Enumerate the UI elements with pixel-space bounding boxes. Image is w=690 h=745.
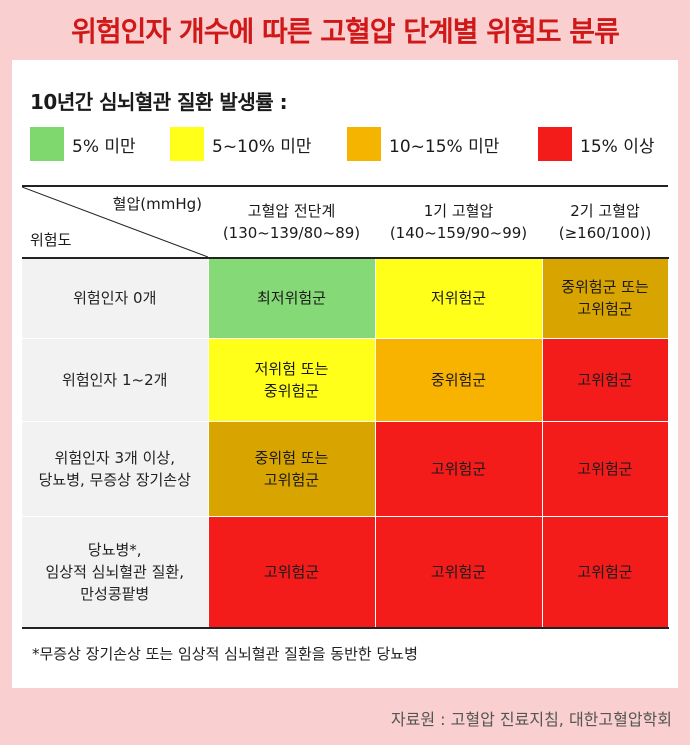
risk-label: 저위험군 bbox=[430, 289, 487, 308]
row-header-line: 당뇨병*, bbox=[87, 540, 142, 559]
legend-title: 10년간 심뇌혈관 질환 발생률 : bbox=[30, 90, 288, 114]
row-header-line: 위험인자 0개 bbox=[73, 289, 157, 308]
legend-swatch-red bbox=[538, 127, 572, 161]
legend-swatch-green bbox=[30, 127, 64, 161]
legend-swatch-yellow bbox=[170, 127, 204, 161]
risk-label: 고위험군 bbox=[430, 562, 487, 581]
corner-bottom-label: 위험도 bbox=[30, 231, 72, 249]
row-header: 위험인자 1~2개 bbox=[22, 338, 209, 422]
risk-cell: 고위험군 bbox=[542, 338, 669, 422]
column-header: 1기 고혈압 (140~159/90~99) bbox=[375, 185, 542, 259]
corner-top-label: 혈압(mmHg) bbox=[112, 195, 202, 213]
column-range: (140~159/90~99) bbox=[389, 224, 528, 242]
legend-swatch-orange bbox=[347, 127, 381, 161]
footnote: *무증상 장기손상 또는 임상적 심뇌혈관 질환을 동반한 당뇨병 bbox=[32, 645, 418, 663]
risk-label: 고위험군 bbox=[577, 300, 633, 319]
column-name: 2기 고혈압 bbox=[570, 202, 640, 220]
row-header-line: 만성콩팥병 bbox=[80, 584, 150, 603]
row-header: 당뇨병*, 임상적 심뇌혈관 질환, 만성콩팥병 bbox=[22, 516, 209, 629]
table-row: 위험인자 1~2개 저위험 또는 중위험군 중위험군 고위험군 bbox=[22, 338, 669, 422]
table-row: 위험인자 3개 이상, 당뇨병, 무증상 장기손상 중위험 또는 고위험군 고위… bbox=[22, 421, 669, 517]
legend: 5% 미만 5~10% 미만 10~15% 미만 15% 이상 bbox=[30, 127, 670, 161]
risk-label: 고위험군 bbox=[577, 370, 633, 389]
risk-label: 최저위험군 bbox=[256, 289, 326, 308]
risk-cell: 고위험군 bbox=[375, 421, 543, 517]
row-header: 위험인자 0개 bbox=[22, 258, 209, 339]
row-header-line: 당뇨병, 무증상 장기손상 bbox=[38, 470, 191, 489]
risk-label: 중위험군 bbox=[430, 370, 487, 389]
risk-table: 혈압(mmHg) 위험도 고혈압 전단계 (130~139/80~89) 1기 … bbox=[22, 185, 669, 629]
risk-label: 고위험군 bbox=[577, 562, 633, 581]
table-header-row: 혈압(mmHg) 위험도 고혈압 전단계 (130~139/80~89) 1기 … bbox=[22, 185, 668, 259]
risk-cell: 저위험 또는 중위험군 bbox=[208, 338, 376, 422]
table-row: 당뇨병*, 임상적 심뇌혈관 질환, 만성콩팥병 고위험군 고위험군 고위험군 bbox=[22, 516, 669, 629]
risk-label: 고위험군 bbox=[430, 459, 487, 478]
risk-cell: 고위험군 bbox=[542, 516, 669, 629]
risk-label: 저위험 또는 bbox=[254, 359, 329, 378]
column-range: (130~139/80~89) bbox=[222, 224, 361, 242]
table-row: 위험인자 0개 최저위험군 저위험군 중위험군 또는 고위험군 bbox=[22, 258, 669, 339]
risk-cell: 저위험군 bbox=[375, 258, 543, 339]
row-header-line: 임상적 심뇌혈관 질환, bbox=[45, 562, 184, 581]
risk-cell: 최저위험군 bbox=[208, 258, 376, 339]
source-credit: 자료원 : 고혈압 진료지침, 대한고혈압학회 bbox=[390, 710, 672, 729]
risk-cell: 고위험군 bbox=[208, 516, 376, 629]
row-header-line: 위험인자 1~2개 bbox=[62, 370, 168, 389]
legend-label: 5% 미만 bbox=[72, 136, 136, 157]
risk-label: 중위험군 또는 bbox=[561, 278, 649, 297]
risk-cell: 중위험군 또는 고위험군 bbox=[542, 258, 669, 339]
legend-item-1: 5% 미만 bbox=[30, 127, 136, 161]
risk-cell: 고위험군 bbox=[542, 421, 669, 517]
content-card: 10년간 심뇌혈관 질환 발생률 : 5% 미만 5~10% 미만 10~15%… bbox=[12, 60, 678, 688]
row-header-line: 위험인자 3개 이상, bbox=[54, 448, 175, 467]
legend-label: 15% 이상 bbox=[580, 136, 655, 157]
legend-item-4: 15% 이상 bbox=[538, 127, 654, 161]
column-name: 고혈압 전단계 bbox=[247, 202, 336, 220]
risk-label: 중위험군 bbox=[263, 381, 320, 400]
column-name: 1기 고혈압 bbox=[423, 202, 494, 220]
row-header: 위험인자 3개 이상, 당뇨병, 무증상 장기손상 bbox=[22, 421, 209, 517]
risk-label: 고위험군 bbox=[263, 470, 320, 489]
risk-label: 중위험 또는 bbox=[254, 448, 329, 467]
risk-label: 고위험군 bbox=[577, 459, 633, 478]
risk-cell: 고위험군 bbox=[375, 516, 543, 629]
column-header: 고혈압 전단계 (130~139/80~89) bbox=[208, 185, 375, 259]
legend-label: 5~10% 미만 bbox=[212, 136, 312, 157]
risk-cell: 중위험 또는 고위험군 bbox=[208, 421, 376, 517]
legend-item-2: 5~10% 미만 bbox=[170, 127, 312, 161]
legend-label: 10~15% 미만 bbox=[389, 136, 500, 157]
page-title: 위험인자 개수에 따른 고혈압 단계별 위험도 분류 bbox=[71, 15, 620, 48]
diagonal-line bbox=[22, 187, 208, 257]
column-header: 2기 고혈압 (≥160/100)) bbox=[542, 185, 668, 259]
risk-cell: 중위험군 bbox=[375, 338, 543, 422]
column-range: (≥160/100)) bbox=[558, 224, 652, 242]
corner-header: 혈압(mmHg) 위험도 bbox=[22, 185, 208, 259]
legend-item-3: 10~15% 미만 bbox=[347, 127, 499, 161]
risk-label: 고위험군 bbox=[263, 562, 320, 581]
